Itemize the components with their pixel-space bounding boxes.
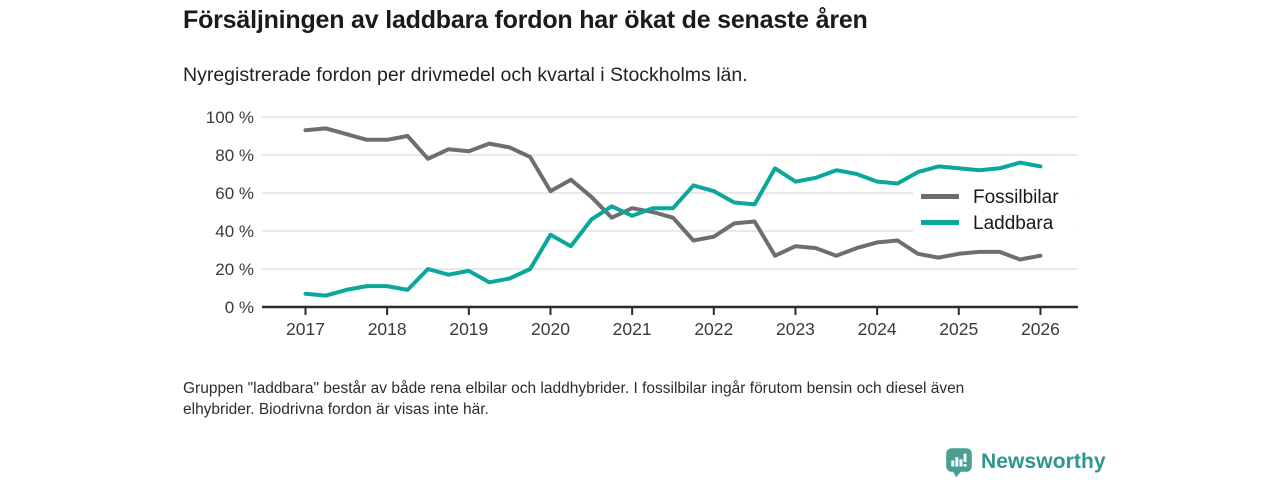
chart-subtitle: Nyregistrerade fordon per drivmedel och …: [183, 64, 748, 86]
line-chart: 0 % 20 % 40 % 60 % 80 % 100 % 2017 2018 2019 2020…: [206, 108, 1078, 339]
footnote-line-2: elhybrider. Biodrivna fordon är visas in…: [183, 401, 489, 419]
y-axis-tick-label: 40 %: [215, 222, 254, 241]
x-axis-tick-label: 2023: [776, 319, 815, 339]
chart-footnote: Gruppen "laddbara" består av både rena e…: [183, 378, 1083, 421]
x-axis-tick-label: 2020: [531, 319, 570, 339]
y-axis-tick-label: 0 %: [225, 298, 254, 317]
series-line-fossilbilar: [303, 126, 1043, 262]
legend-label-laddbara: Laddbara: [973, 213, 1054, 234]
y-axis-tick-label: 100 %: [206, 108, 254, 127]
series-line-laddbara: [303, 160, 1043, 298]
x-axis-tick-label: 2018: [368, 319, 407, 339]
x-axis-tick-label: 2026: [1021, 319, 1060, 339]
newsworthy-logo-icon: [946, 447, 972, 477]
legend-background: [913, 182, 1077, 242]
legend-label-fossilbilar: Fossilbilar: [973, 187, 1059, 208]
y-axis-tick-label: 20 %: [215, 260, 254, 279]
x-axis-tick-label: 2024: [858, 319, 897, 339]
y-axis-tick-label: 80 %: [215, 146, 254, 165]
x-axis-tick-label: 2022: [694, 319, 733, 339]
newsworthy-logo-text: Newsworthy: [981, 450, 1106, 473]
x-axis-tick-label: 2025: [939, 319, 978, 339]
x-axis-tick-label: 2021: [613, 319, 652, 339]
y-axis-tick-label: 60 %: [215, 184, 254, 203]
newsworthy-logo: Newsworthy: [945, 446, 1106, 478]
x-axis-tick-label: 2017: [286, 319, 325, 339]
chart-title: Försäljningen av laddbara fordon har öka…: [183, 6, 868, 34]
x-axis-tick-label: 2019: [449, 319, 488, 339]
footnote-line-1: Gruppen "laddbara" består av både rena e…: [183, 380, 965, 397]
